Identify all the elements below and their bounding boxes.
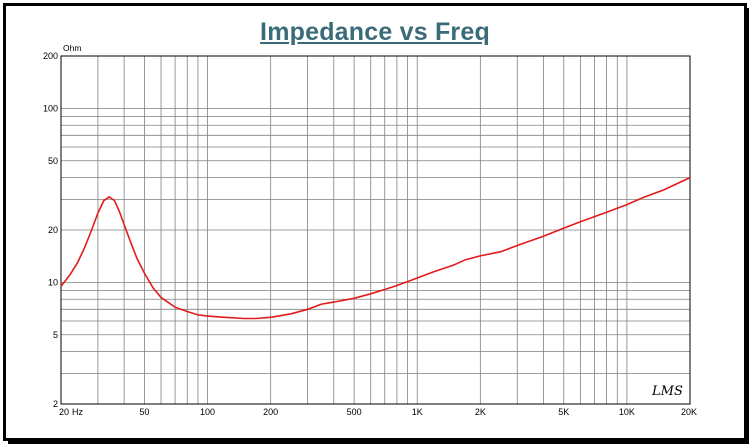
plot-area <box>60 55 691 405</box>
y-tick-label: 50 <box>48 156 58 166</box>
lms-signature: LMS <box>651 384 683 399</box>
y-tick-label: 200 <box>43 51 58 61</box>
x-tick-label: 2K <box>475 407 486 417</box>
frame-shadow-bottom <box>8 438 749 444</box>
x-tick-label: 20K <box>681 407 697 417</box>
y-axis-ticks: 2 5 10 20 50 100 200 <box>43 51 58 409</box>
y-tick-label: 100 <box>43 103 58 113</box>
chart-title: Impedance vs Freq <box>260 18 490 46</box>
x-axis-unit: Hz <box>72 407 83 417</box>
grid <box>60 55 691 405</box>
y-tick-label: 20 <box>48 225 58 235</box>
x-tick-label: 500 <box>347 407 362 417</box>
impedance-curve <box>60 176 691 320</box>
x-tick-label: 100 <box>200 407 215 417</box>
y-tick-label: 5 <box>53 330 58 340</box>
x-tick-label: 10K <box>619 407 635 417</box>
y-tick-label: 2 <box>53 399 58 409</box>
x-axis-ticks: 20 50 100 200 500 1K 2K 5K 10K 20K <box>59 407 697 417</box>
x-tick-label: 20 <box>59 407 69 417</box>
chart-frame <box>3 3 747 441</box>
x-tick-label: 50 <box>139 407 149 417</box>
y-tick-label: 10 <box>48 277 58 287</box>
x-tick-label: 200 <box>263 407 278 417</box>
x-tick-label: 5K <box>558 407 569 417</box>
y-axis-unit: Ohm <box>63 43 81 53</box>
x-tick-label: 1K <box>412 407 423 417</box>
